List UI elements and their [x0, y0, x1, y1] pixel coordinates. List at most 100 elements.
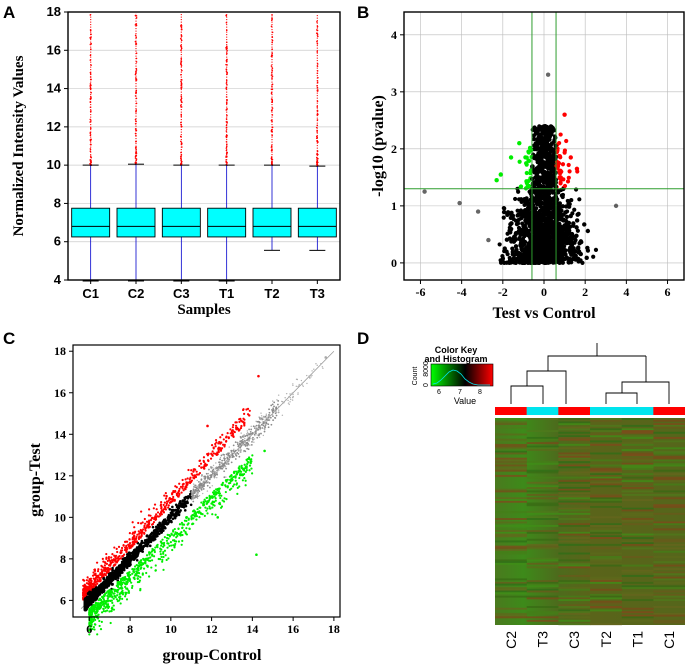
up-point [101, 557, 104, 561]
up-point [227, 436, 230, 439]
band-point [192, 500, 195, 503]
band-point [200, 488, 203, 491]
band-point [203, 477, 205, 479]
band-point [227, 463, 230, 465]
band-point [267, 423, 270, 426]
up-point [164, 508, 168, 511]
band-point [287, 402, 290, 404]
band-point [234, 449, 237, 452]
cloud-point [520, 236, 526, 242]
band-point [219, 456, 222, 459]
cloud-point [514, 219, 520, 224]
band-point [244, 435, 247, 437]
band-point [255, 424, 258, 427]
cloud-point [574, 233, 579, 238]
up-point [210, 444, 214, 447]
outlier-point [270, 130, 273, 133]
band-point [223, 459, 226, 462]
band-point [278, 406, 280, 408]
up-point [196, 473, 199, 476]
outlier-point [270, 92, 273, 95]
up-point [226, 432, 229, 435]
cloud-point [573, 187, 579, 192]
band-point [196, 491, 199, 493]
cloud-point [507, 236, 513, 241]
band-point [201, 474, 203, 476]
up-point [117, 545, 121, 548]
cloud-point [501, 209, 507, 215]
band-point [219, 465, 222, 468]
up-point [133, 543, 136, 546]
band-point [135, 546, 139, 549]
up-point [189, 476, 192, 479]
up-point [137, 521, 140, 525]
cloud-point [524, 162, 529, 167]
up-point [184, 478, 187, 481]
outlier-point [89, 155, 92, 157]
up-point [219, 436, 222, 439]
cloud-point [575, 228, 580, 233]
up-point [167, 504, 170, 507]
outlier-point [271, 17, 273, 20]
up-point [103, 564, 106, 567]
band-point [263, 418, 265, 420]
up-point [97, 568, 100, 571]
down-point [231, 485, 235, 488]
band-point [277, 403, 279, 406]
outlier-point [271, 67, 274, 70]
up-point [211, 450, 214, 453]
band-point [163, 526, 167, 530]
y-tick-label: 1 [391, 199, 397, 213]
band-point [190, 498, 193, 501]
up-point [102, 560, 105, 563]
up-point [173, 490, 176, 494]
up-point [115, 560, 119, 563]
cloud-point [535, 223, 540, 228]
cloud-point [566, 220, 572, 226]
cloud-point [518, 184, 523, 190]
band-point [297, 392, 299, 394]
cloud-point [569, 233, 574, 238]
band-point [254, 434, 256, 437]
cloud-point [555, 188, 561, 194]
up-point [113, 554, 116, 557]
cloud-point [549, 169, 554, 174]
up-point [202, 460, 206, 464]
band-point [137, 549, 140, 553]
y-tick-label: 6 [54, 234, 61, 249]
up-point [94, 577, 97, 580]
band-point [195, 496, 198, 498]
down-point [251, 454, 254, 457]
band-point [256, 434, 258, 436]
band-point [252, 438, 254, 441]
band-point [194, 494, 197, 497]
y-tick-label: 2 [391, 142, 397, 156]
up-point [82, 588, 85, 591]
up-point [110, 556, 113, 559]
band-point [277, 411, 280, 414]
cloud-point [585, 245, 590, 251]
band-point [271, 410, 274, 413]
band-point [223, 462, 226, 465]
outlier-point [180, 157, 182, 160]
cloud-point [505, 212, 510, 217]
cloud-point [518, 232, 523, 238]
band-point [292, 392, 294, 394]
band-point [176, 506, 180, 510]
up-point [88, 577, 91, 581]
band-point [275, 406, 278, 409]
up-point [143, 532, 146, 535]
cloud-point [516, 212, 521, 217]
cloud-point [535, 128, 540, 133]
up-point [212, 446, 215, 449]
band-point [228, 458, 231, 461]
highlight-point [574, 166, 580, 172]
cloud-point [550, 125, 555, 131]
x-tick-label: -6 [415, 285, 425, 299]
cloud-point [558, 176, 563, 182]
band-point [207, 481, 210, 483]
up-point [105, 552, 108, 556]
up-point [104, 561, 107, 565]
outlier-point [226, 52, 228, 55]
up-point [214, 438, 218, 442]
